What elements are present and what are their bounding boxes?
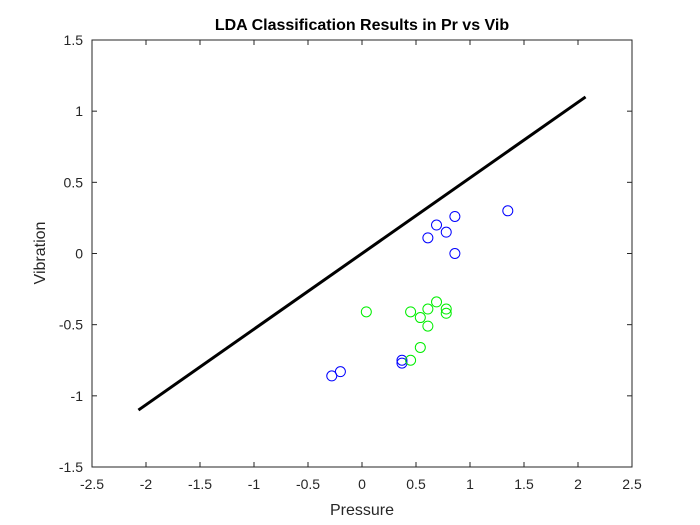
x-tick-label: -0.5 (296, 476, 320, 492)
x-tick-label: 0.5 (406, 476, 426, 492)
data-point-series-1 (449, 248, 461, 259)
y-tick-label: 0 (75, 246, 83, 262)
data-point-series-2 (422, 320, 434, 332)
data-point-series-1 (326, 370, 338, 382)
y-tick-label: -1.5 (59, 459, 83, 475)
x-tick-label: -2.5 (80, 476, 104, 492)
x-tick-label: 1 (466, 476, 474, 492)
data-marks (137, 95, 587, 412)
x-tick-label: -2 (140, 476, 153, 492)
y-tick-label: -1 (71, 388, 84, 404)
data-point-series-1 (396, 354, 408, 366)
chart-title: LDA Classification Results in Pr vs Vib (215, 17, 510, 34)
data-point-series-1 (440, 226, 452, 238)
y-tick-label: -0.5 (59, 317, 83, 333)
decision-boundary-line (137, 95, 587, 412)
x-tick-label: -1.5 (188, 476, 212, 492)
x-tick-label: 1.5 (514, 476, 534, 492)
y-axis-label: Vibration (32, 222, 49, 285)
y-tick-label: 1.5 (64, 32, 84, 48)
data-point-series-2 (440, 307, 452, 319)
y-tick-label: 1 (75, 103, 83, 119)
x-tick-label: 0 (358, 476, 366, 492)
data-point-series-2 (414, 341, 426, 353)
axis-ticks: -2.5 -2 -1.5 -1 -0.5 0 0.5 1 1.5 2 2.5 -1.5 -1 -0.5 0 0… (59, 32, 642, 492)
data-point-series-1 (431, 219, 443, 231)
y-tick-label: 0.5 (64, 174, 84, 190)
data-point-series-2 (405, 354, 417, 366)
data-point-series-1 (449, 210, 461, 222)
data-point-series-2 (422, 303, 434, 315)
data-point-series-2 (360, 306, 372, 318)
data-point-series-1 (502, 205, 514, 217)
data-point-series-2 (431, 296, 443, 308)
data-point-series-2 (414, 312, 426, 324)
data-point-series-2 (405, 306, 417, 318)
x-tick-label: 2 (574, 476, 582, 492)
data-point-series-1 (422, 232, 434, 244)
data-point-series-1 (334, 366, 346, 378)
x-axis-label: Pressure (330, 502, 394, 519)
x-tick-label: 2.5 (622, 476, 642, 492)
data-point-series-2 (440, 303, 452, 315)
x-tick-label: -1 (248, 476, 261, 492)
